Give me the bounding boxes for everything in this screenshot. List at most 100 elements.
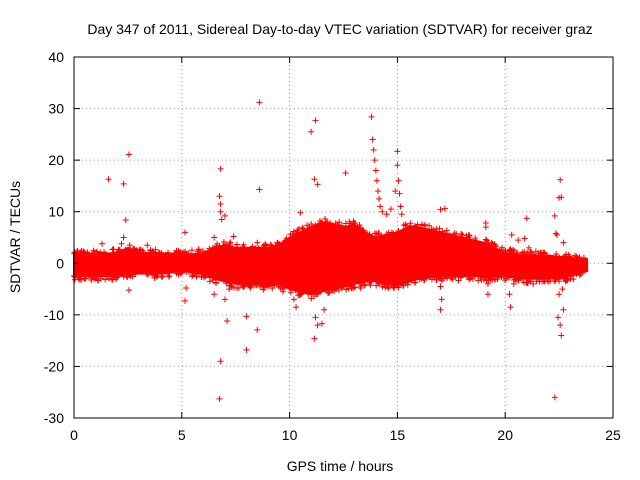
y-tick-label: 40 — [48, 49, 64, 65]
band-edge-point — [502, 277, 509, 284]
band-edge-point — [317, 288, 324, 295]
data-point — [311, 176, 318, 183]
band-edge-point — [402, 221, 409, 228]
band-edge-point — [360, 276, 367, 283]
data-point — [314, 291, 321, 298]
band-edge-point — [295, 226, 302, 233]
band-edge-point — [567, 276, 574, 283]
data-point — [216, 193, 223, 200]
band-edge-point — [209, 277, 216, 284]
band-edge-point — [391, 281, 398, 288]
data-point — [183, 285, 190, 292]
band-edge-point — [240, 282, 247, 289]
band-edge-point — [535, 252, 542, 259]
band-edge-point — [333, 284, 340, 291]
band-edge-point — [120, 273, 127, 280]
data-point — [557, 176, 564, 183]
data-point — [254, 326, 261, 333]
data-point — [437, 283, 444, 290]
band-edge-point — [114, 274, 121, 281]
data-point — [311, 335, 318, 342]
data-point — [441, 205, 448, 212]
data-point — [105, 176, 112, 183]
band-edge-point — [209, 244, 216, 251]
band-edge-point — [80, 248, 87, 255]
band-edge-point — [418, 222, 425, 229]
band-edge-point — [527, 278, 534, 285]
band-edge-point — [388, 229, 395, 236]
band-edge-point — [308, 295, 315, 302]
band-edge-point — [94, 277, 101, 284]
band-edge-point — [544, 275, 551, 282]
x-tick-label: 15 — [390, 427, 406, 443]
band-edge-point — [511, 247, 518, 254]
x-tick-label: 20 — [497, 427, 513, 443]
band-edge-point — [253, 282, 260, 289]
band-edge-point — [144, 270, 151, 277]
data-point — [383, 211, 390, 218]
band-edge-point — [165, 249, 172, 256]
data-point — [507, 304, 514, 311]
data-point — [224, 318, 231, 325]
band-edge-point — [485, 242, 492, 249]
band-edge-point — [341, 225, 348, 232]
band-edge-point — [411, 279, 418, 286]
data-point — [395, 177, 402, 184]
band-edge-point — [289, 231, 296, 238]
data-point — [314, 181, 321, 188]
data-point — [120, 234, 127, 241]
band-edge-point — [580, 255, 587, 262]
band-edge-point — [126, 242, 133, 249]
band-edge-point — [566, 253, 573, 260]
y-tick-label: 20 — [48, 152, 64, 168]
band-edge-point — [260, 286, 267, 293]
band-edge-point — [226, 243, 233, 250]
y-tick-label: 30 — [48, 101, 64, 117]
band-edge-point — [326, 289, 333, 296]
data-point — [523, 215, 530, 222]
band-edge-point — [478, 277, 485, 284]
band-edge-point — [201, 250, 208, 257]
y-tick-label: -20 — [44, 358, 64, 374]
band-edge-point — [347, 280, 354, 287]
data-point — [368, 113, 375, 120]
data-point — [226, 286, 233, 293]
data-point — [297, 209, 304, 216]
data-point — [508, 231, 515, 238]
data-point — [221, 212, 228, 219]
band-edge-point — [334, 221, 341, 228]
band-edge-point — [538, 254, 545, 261]
data-point — [555, 314, 562, 321]
band-edge-point — [494, 274, 501, 281]
band-edge-point — [189, 272, 196, 279]
band-edge-point — [455, 277, 462, 284]
band-edge-point — [428, 226, 435, 233]
band-edge-point — [512, 276, 519, 283]
band-edge-point — [556, 278, 563, 285]
y-axis-label: SDTVAR / TECUs — [7, 181, 23, 293]
data-point — [206, 278, 213, 285]
band-edge-point — [299, 224, 306, 231]
band-edge-point — [323, 218, 330, 225]
data-point — [217, 165, 224, 172]
band-edge-point — [193, 273, 200, 280]
band-edge-point — [184, 253, 191, 260]
data-point — [553, 231, 560, 238]
data-point — [369, 136, 376, 143]
band-edge-point — [279, 241, 286, 248]
band-edge-point — [414, 221, 421, 228]
band-edge-point — [443, 227, 450, 234]
band-edge-point — [556, 254, 563, 261]
band-edge-point — [267, 241, 274, 248]
band-edge-point — [271, 282, 278, 289]
band-edge-point — [444, 273, 451, 280]
data-point — [521, 235, 528, 242]
band-edge-point — [500, 272, 507, 279]
band-edge-point — [238, 281, 245, 288]
data-point — [312, 117, 319, 124]
data-point — [218, 216, 225, 223]
data-point — [373, 177, 380, 184]
band-edge-point — [438, 230, 445, 237]
data-point — [560, 239, 567, 246]
